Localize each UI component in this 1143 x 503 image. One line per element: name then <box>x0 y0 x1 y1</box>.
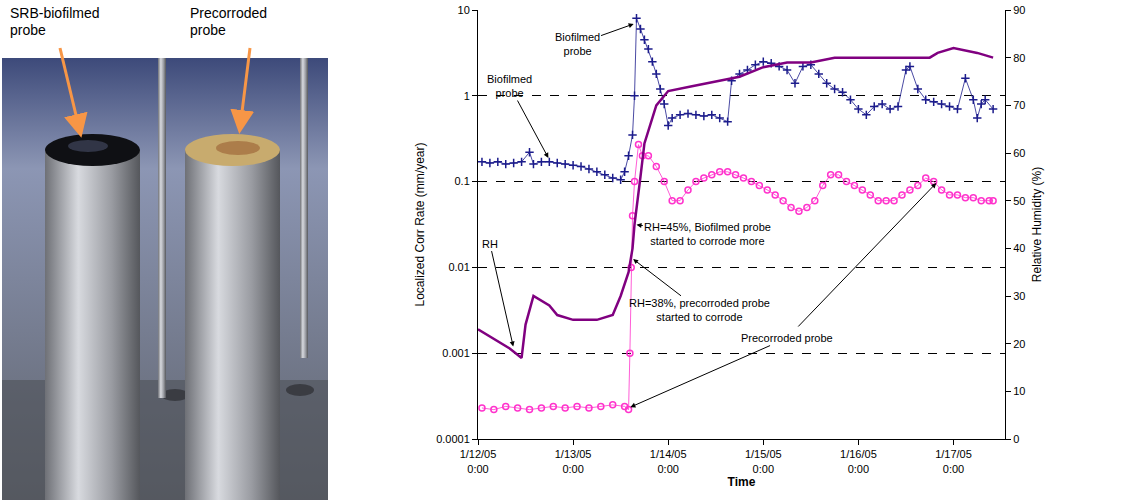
svg-text:10: 10 <box>458 4 470 16</box>
svg-text:1/16/050:00: 1/16/050:00 <box>840 448 877 474</box>
svg-text:0: 0 <box>1013 433 1019 445</box>
svg-text:0.001: 0.001 <box>442 347 470 359</box>
svg-text:Biofilmedprobe: Biofilmedprobe <box>487 73 532 99</box>
svg-text:0.01: 0.01 <box>448 261 469 273</box>
svg-text:Precorrodedprobe: Precorrodedprobe <box>190 5 267 38</box>
svg-text:Relative Humidity (%): Relative Humidity (%) <box>1030 167 1044 282</box>
svg-text:Precorroded probe: Precorroded probe <box>741 332 833 344</box>
svg-text:RH=45%, Biofilmed probestarted: RH=45%, Biofilmed probestarted to corrod… <box>644 221 771 247</box>
svg-text:30: 30 <box>1013 290 1025 302</box>
svg-text:1/14/050:00: 1/14/050:00 <box>650 448 687 474</box>
svg-text:20: 20 <box>1013 338 1025 350</box>
svg-text:RH=38%, precorroded probestart: RH=38%, precorroded probestarted to corr… <box>629 297 770 323</box>
svg-text:80: 80 <box>1013 52 1025 64</box>
svg-text:60: 60 <box>1013 147 1025 159</box>
svg-text:Time: Time <box>728 475 756 489</box>
svg-text:Localized Corr Rate (mm/year): Localized Corr Rate (mm/year) <box>413 142 427 306</box>
svg-text:1/13/050:00: 1/13/050:00 <box>555 448 592 474</box>
svg-text:SRB-biofilmedprobe: SRB-biofilmedprobe <box>10 5 99 38</box>
svg-text:1/17/050:00: 1/17/050:00 <box>935 448 972 474</box>
svg-text:50: 50 <box>1013 195 1025 207</box>
svg-text:10: 10 <box>1013 385 1025 397</box>
svg-text:1/15/050:00: 1/15/050:00 <box>745 448 782 474</box>
svg-text:0.1: 0.1 <box>455 175 470 187</box>
svg-text:RH: RH <box>482 238 498 250</box>
svg-text:1/12/050:00: 1/12/050:00 <box>460 448 497 474</box>
svg-text:0.0001: 0.0001 <box>436 433 470 445</box>
svg-text:90: 90 <box>1013 4 1025 16</box>
svg-text:70: 70 <box>1013 99 1025 111</box>
svg-text:1: 1 <box>464 90 470 102</box>
svg-text:Biofilmedprobe: Biofilmedprobe <box>555 31 600 57</box>
svg-text:40: 40 <box>1013 242 1025 254</box>
